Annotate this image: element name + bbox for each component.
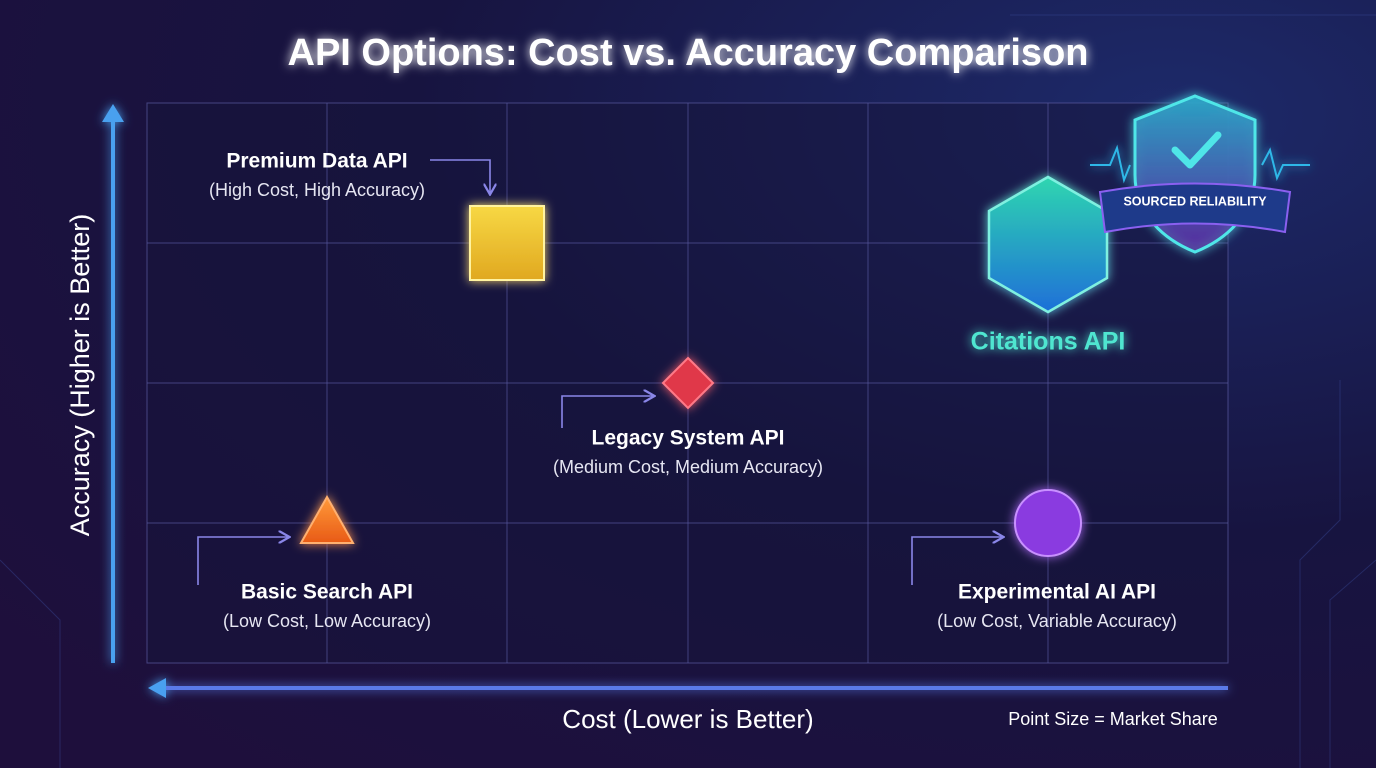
reliability-badge: SOURCED RELIABILITY bbox=[1090, 94, 1310, 254]
title: API Options: Cost vs. Accuracy Compariso… bbox=[288, 32, 1089, 74]
node-label: Legacy System API bbox=[592, 427, 785, 450]
node-description: (Low Cost, Low Accuracy) bbox=[223, 611, 431, 631]
node-label: Basic Search API bbox=[241, 581, 413, 604]
node-label: Experimental AI API bbox=[958, 581, 1156, 604]
premium-marker bbox=[469, 205, 545, 281]
connector bbox=[911, 537, 1002, 585]
basic-marker bbox=[299, 494, 355, 544]
legend-note: Point Size = Market Share bbox=[1008, 709, 1218, 729]
node-label: Citations API bbox=[971, 328, 1126, 356]
x-axis-label: Cost (Lower is Better) bbox=[562, 704, 813, 734]
legacy-marker bbox=[661, 356, 715, 410]
connector bbox=[430, 159, 490, 193]
circuit-decoration bbox=[0, 14, 1376, 768]
experimental-marker bbox=[1014, 489, 1082, 557]
node-description: (Low Cost, Variable Accuracy) bbox=[937, 611, 1177, 631]
x-axis-arrow bbox=[148, 678, 1228, 698]
y-axis-arrow bbox=[102, 104, 124, 663]
connector bbox=[197, 537, 288, 585]
node-description: (High Cost, High Accuracy) bbox=[209, 180, 425, 200]
badge-text: SOURCED RELIABILITY bbox=[1123, 194, 1267, 208]
connector bbox=[561, 396, 653, 428]
node-label: Premium Data API bbox=[226, 150, 407, 173]
y-axis-label: Accuracy (Higher is Better) bbox=[65, 214, 95, 537]
node-description: (Medium Cost, Medium Accuracy) bbox=[553, 457, 823, 477]
